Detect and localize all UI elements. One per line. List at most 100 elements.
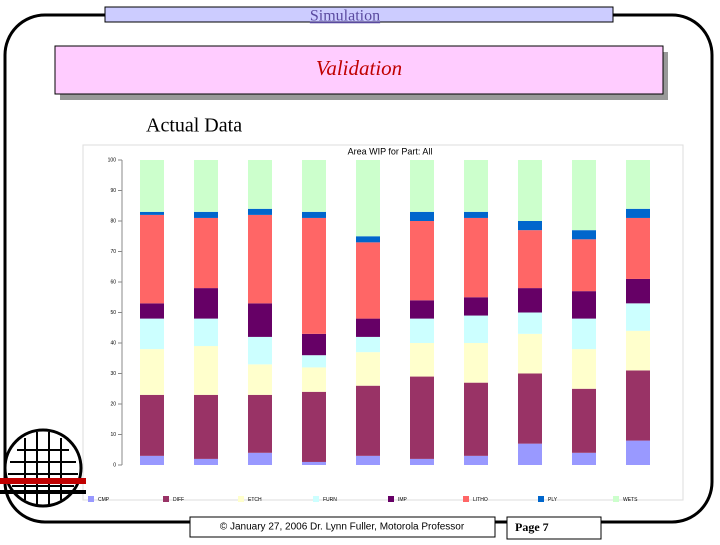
legend-swatch <box>313 496 319 502</box>
bar-segment <box>356 318 380 337</box>
footer-credit: © January 27, 2006 Dr. Lynn Fuller, Moto… <box>220 522 465 533</box>
bar-segment <box>194 318 218 347</box>
bar-segment <box>356 336 380 353</box>
bar-segment <box>140 303 164 319</box>
bar-segment <box>410 318 434 343</box>
bar-segment <box>518 221 542 231</box>
bar-segment <box>194 160 218 212</box>
legend-label: PLY <box>548 497 558 503</box>
y-tick-label: 10 <box>110 432 116 438</box>
bar-segment <box>302 367 326 392</box>
y-tick-label: 100 <box>108 157 117 163</box>
bar-segment <box>572 452 596 465</box>
bar-segment <box>518 443 542 465</box>
legend-label: ETCH <box>248 497 262 503</box>
legend-label: FURN <box>323 497 337 503</box>
chart-title: Area WIP for Part: All <box>348 146 433 156</box>
section-title: Simulation <box>310 8 380 25</box>
y-tick-label: 20 <box>110 401 116 407</box>
bar-segment <box>572 291 596 319</box>
bar-segment <box>140 160 164 212</box>
legend-swatch <box>613 496 619 502</box>
bar-segment <box>464 211 488 218</box>
legend-swatch <box>463 496 469 502</box>
bar-segment <box>572 388 596 453</box>
legend-swatch <box>88 496 94 502</box>
bar-segment <box>248 208 272 215</box>
bar-segment <box>464 160 488 212</box>
legend-label: WETS <box>623 497 638 503</box>
page-box <box>506 516 602 540</box>
y-tick-label: 80 <box>110 218 116 224</box>
bar-segment <box>140 214 164 304</box>
y-tick-label: 70 <box>110 249 116 255</box>
bar-segment <box>410 221 434 301</box>
page-number: Page 7 <box>515 520 549 534</box>
bar-segment <box>410 160 434 212</box>
title-box <box>54 45 664 95</box>
y-tick-label: 0 <box>113 462 116 468</box>
bar-segment <box>626 217 650 279</box>
bar-segment <box>518 312 542 334</box>
bar-segment <box>356 385 380 456</box>
section-box <box>104 6 614 23</box>
bar-segment <box>248 336 272 365</box>
bar-segment <box>248 214 272 304</box>
bar-segment <box>464 343 488 383</box>
y-tick-label: 50 <box>110 310 116 316</box>
bar-segment <box>248 394 272 453</box>
bar-segment <box>572 160 596 231</box>
bar-segment <box>410 376 434 459</box>
bar-segment <box>356 455 380 465</box>
bar-segment <box>194 458 218 465</box>
bar-segment <box>410 211 434 221</box>
bar-segment <box>140 211 164 215</box>
bar-segment <box>518 373 542 444</box>
bar-segment <box>248 160 272 209</box>
bar-segment <box>410 458 434 465</box>
bar-segment <box>356 236 380 243</box>
y-tick-label: 90 <box>110 188 116 194</box>
bar-segment <box>572 318 596 350</box>
slide-title: Validation <box>316 56 402 80</box>
legend-label: LITHO <box>473 497 488 503</box>
subtitle: Actual Data <box>146 115 242 137</box>
bar-segment <box>410 300 434 319</box>
bar-segment <box>140 455 164 465</box>
bar-segment <box>572 349 596 389</box>
legend-label: IMP <box>398 497 408 503</box>
bar-segment <box>518 160 542 221</box>
bar-segment <box>626 303 650 331</box>
legend-label: DIFF <box>173 497 184 503</box>
bar-segment <box>356 352 380 386</box>
bar-segment <box>302 391 326 462</box>
bar-segment <box>410 343 434 377</box>
bar-segment <box>464 315 488 343</box>
bar-segment <box>140 318 164 350</box>
y-tick-label: 30 <box>110 371 116 377</box>
legend-swatch <box>538 496 544 502</box>
bar-segment <box>572 230 596 240</box>
bar-segment <box>626 440 650 465</box>
bar-segment <box>464 217 488 298</box>
bar-segment <box>518 333 542 374</box>
footer-box <box>189 516 496 538</box>
bar-segment <box>626 160 650 209</box>
bar-segment <box>140 394 164 456</box>
bar-segment <box>302 461 326 465</box>
bar-segment <box>518 230 542 289</box>
bar-segment <box>194 288 218 319</box>
bar-segment <box>302 217 326 334</box>
bar-segment <box>302 355 326 368</box>
bar-segment <box>248 303 272 337</box>
bar-segment <box>140 349 164 395</box>
bar-segment <box>626 278 650 304</box>
bar-segment <box>626 370 650 441</box>
bar-segment <box>248 452 272 465</box>
bar-segment <box>194 346 218 395</box>
bar-segment <box>194 211 218 218</box>
logo <box>0 428 86 508</box>
bar-segment <box>194 394 218 459</box>
